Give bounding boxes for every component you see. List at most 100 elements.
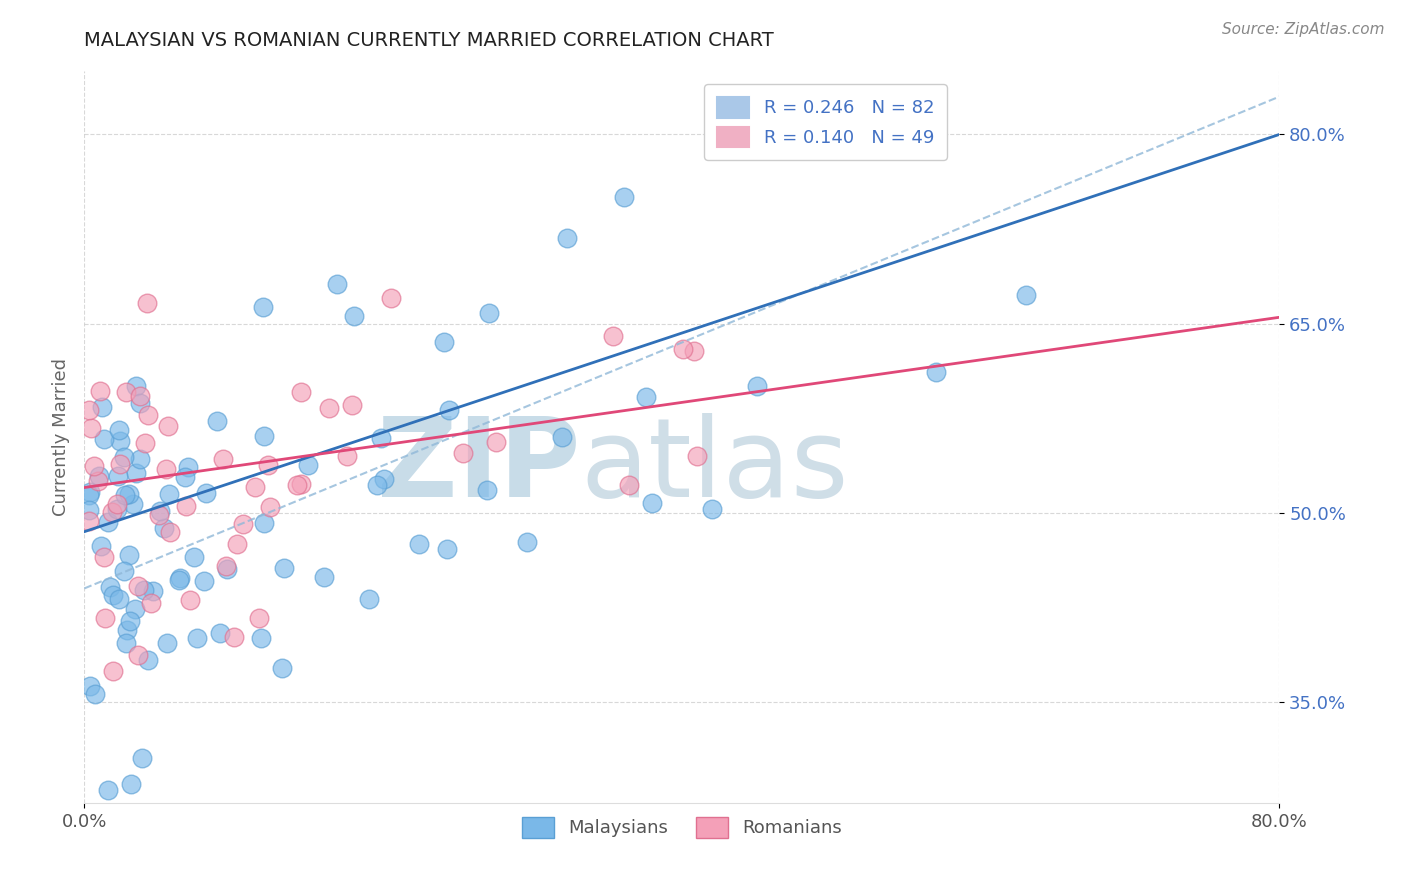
Point <box>108 434 131 448</box>
Point <box>215 559 238 574</box>
Point <box>89 469 111 483</box>
Point <box>613 190 636 204</box>
Point <box>285 477 308 491</box>
Point <box>619 478 641 492</box>
Point <box>93 432 115 446</box>
Point <box>224 630 246 644</box>
Point <box>112 564 135 578</box>
Point <box>226 537 249 551</box>
Point <box>271 661 294 675</box>
Point <box>259 500 281 515</box>
Point <box>120 614 142 628</box>
Point <box>176 499 198 513</box>
Point <box>179 593 201 607</box>
Point <box>93 611 115 625</box>
Point <box>127 648 149 662</box>
Point <box>167 574 190 588</box>
Point <box>451 446 474 460</box>
Point <box>359 592 381 607</box>
Point <box>700 501 723 516</box>
Text: ZIP: ZIP <box>377 413 581 520</box>
Point <box>153 521 176 535</box>
Point <box>232 517 254 532</box>
Point <box>602 329 624 343</box>
Point <box>257 458 280 472</box>
Point <box>366 478 388 492</box>
Point <box>105 501 128 516</box>
Point <box>245 480 267 494</box>
Point <box>925 366 948 380</box>
Point <box>90 539 112 553</box>
Point <box>174 469 197 483</box>
Point <box>641 496 664 510</box>
Point <box>516 534 538 549</box>
Text: atlas: atlas <box>581 413 849 520</box>
Legend: Malaysians, Romanians: Malaysians, Romanians <box>515 810 849 845</box>
Point <box>370 431 392 445</box>
Point <box>108 423 131 437</box>
Point <box>107 469 129 483</box>
Point <box>183 550 205 565</box>
Point <box>436 541 458 556</box>
Point <box>195 485 218 500</box>
Point <box>124 602 146 616</box>
Point <box>112 450 135 465</box>
Point <box>555 231 578 245</box>
Point <box>115 385 138 400</box>
Point <box>84 687 107 701</box>
Point <box>128 396 150 410</box>
Point <box>79 487 101 501</box>
Point <box>437 403 460 417</box>
Point <box>247 611 270 625</box>
Point <box>212 451 235 466</box>
Point <box>373 472 395 486</box>
Point <box>98 580 121 594</box>
Point <box>139 596 162 610</box>
Point <box>252 300 274 314</box>
Point <box>97 783 120 797</box>
Point <box>433 334 456 349</box>
Point <box>77 402 100 417</box>
Point <box>745 379 768 393</box>
Point <box>157 487 180 501</box>
Point <box>326 277 349 291</box>
Point <box>128 389 150 403</box>
Point <box>77 503 100 517</box>
Point <box>209 625 232 640</box>
Text: MALAYSIAN VS ROMANIAN CURRENTLY MARRIED CORRELATION CHART: MALAYSIAN VS ROMANIAN CURRENTLY MARRIED … <box>84 31 775 50</box>
Point <box>290 476 312 491</box>
Point <box>114 488 136 502</box>
Point <box>686 450 709 464</box>
Point <box>297 458 319 472</box>
Point <box>485 435 508 450</box>
Point <box>142 583 165 598</box>
Point <box>118 487 141 501</box>
Point <box>186 631 208 645</box>
Point <box>477 306 499 320</box>
Point <box>132 582 155 597</box>
Point <box>128 452 150 467</box>
Point <box>207 414 229 428</box>
Point <box>343 310 366 324</box>
Point <box>101 505 124 519</box>
Point <box>250 632 273 646</box>
Point <box>148 504 170 518</box>
Point <box>108 591 131 606</box>
Point <box>131 750 153 764</box>
Point <box>79 679 101 693</box>
Point <box>121 777 143 791</box>
Point <box>121 497 143 511</box>
Point <box>318 401 340 415</box>
Point <box>193 574 215 588</box>
Point <box>136 653 159 667</box>
Point <box>380 291 402 305</box>
Point <box>252 516 274 531</box>
Point <box>117 623 139 637</box>
Point <box>87 474 110 488</box>
Point <box>156 635 179 649</box>
Point <box>136 295 159 310</box>
Point <box>80 421 103 435</box>
Point <box>136 408 159 422</box>
Point <box>682 343 704 358</box>
Point <box>290 385 312 400</box>
